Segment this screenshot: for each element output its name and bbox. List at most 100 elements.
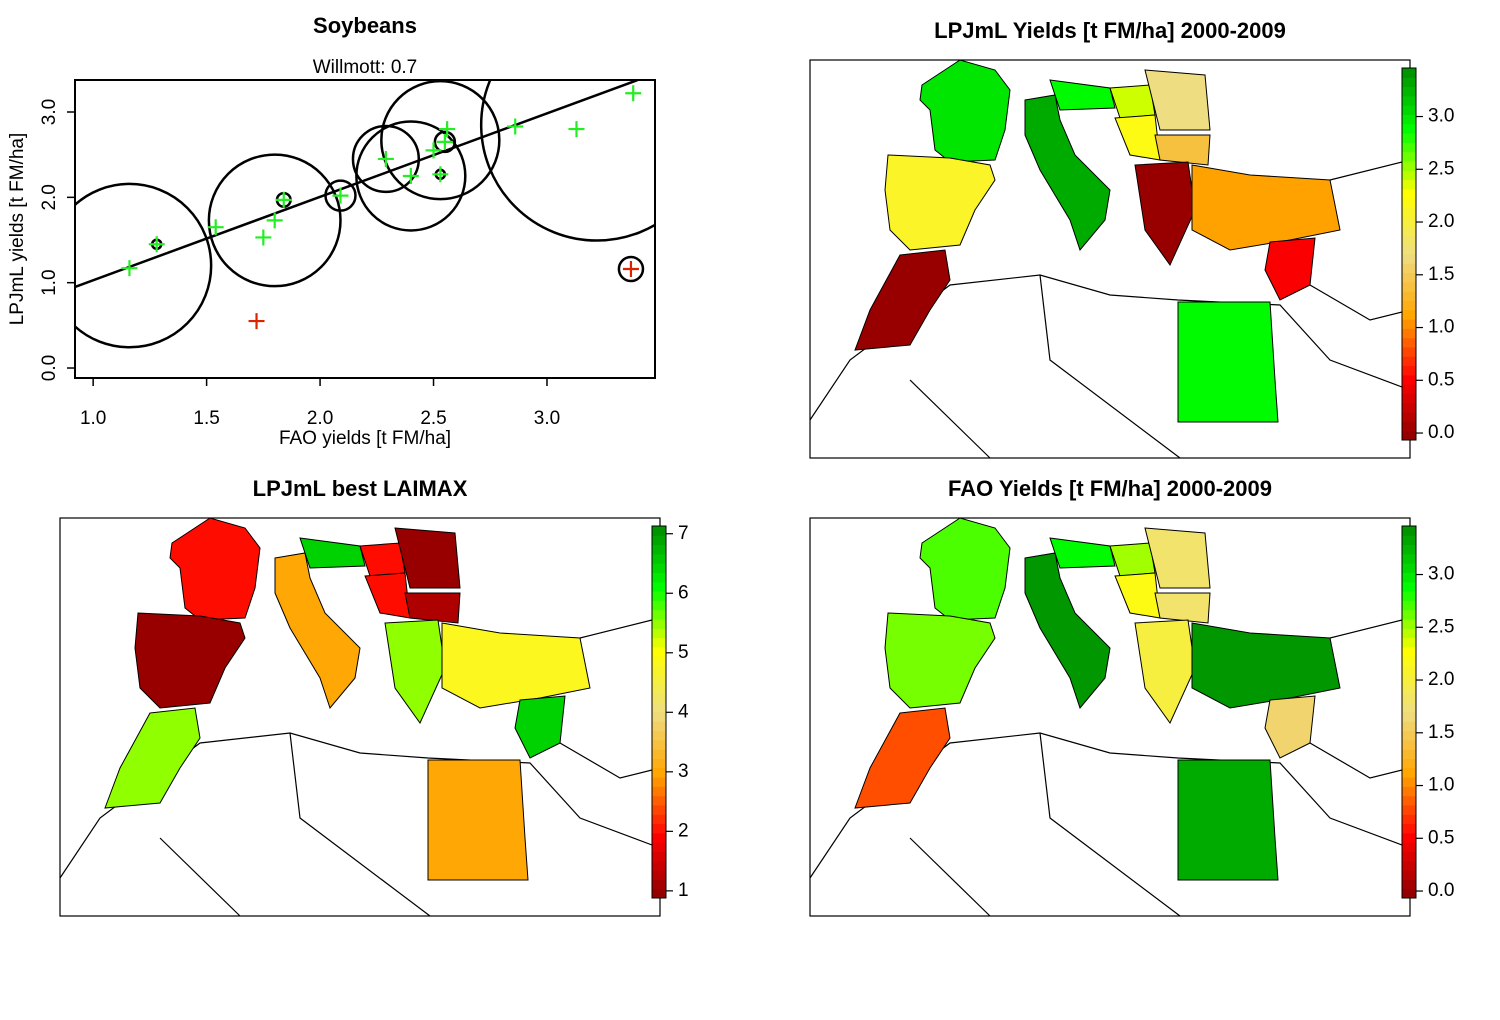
colorbar-frame <box>1401 525 1417 899</box>
region <box>1024 94 1111 252</box>
region <box>169 517 261 621</box>
chart-title: LPJmL best LAIMAX <box>253 476 468 501</box>
region <box>1191 164 1341 251</box>
y-axis-label: LPJmL yields [t FM/ha] <box>7 133 28 326</box>
region <box>1264 237 1316 301</box>
colorbar-step <box>1402 702 1416 713</box>
colorbar-step <box>1402 526 1416 536</box>
colorbar-label: 3.0 <box>1428 564 1454 585</box>
colorbar-label: 1.5 <box>1428 722 1454 743</box>
colorbar-label: 0.0 <box>1428 422 1454 443</box>
region <box>1109 542 1156 577</box>
point <box>266 212 283 229</box>
border <box>1039 732 1181 917</box>
colorbar-step <box>652 721 666 732</box>
colorbar-step <box>652 832 666 843</box>
colorbar-step <box>1402 600 1416 611</box>
colorbar-step <box>1402 721 1416 732</box>
region <box>1114 572 1161 619</box>
colorbar-step <box>1402 888 1416 899</box>
region <box>384 619 446 724</box>
colorbar-step <box>1402 114 1416 125</box>
border <box>1329 159 1411 181</box>
colorbar-step <box>652 637 666 648</box>
colorbar-step <box>1402 328 1416 339</box>
colorbar-label: 3.0 <box>1428 106 1454 127</box>
colorbar-label: 6 <box>678 582 689 603</box>
region <box>274 552 361 710</box>
bubble <box>351 124 421 194</box>
colorbar-label: 3 <box>678 761 689 782</box>
colorbar-label: 2.5 <box>1428 158 1454 179</box>
colorbar-step <box>1402 767 1416 778</box>
bubble <box>75 182 213 349</box>
region <box>1154 592 1211 624</box>
region <box>364 572 411 619</box>
point <box>148 236 165 253</box>
colorbar-step <box>1402 730 1416 741</box>
colorbar-label: 0.5 <box>1428 827 1454 848</box>
colorbar-step <box>1402 609 1416 620</box>
colorbar-step <box>1402 851 1416 862</box>
y-tick-label: 2.0 <box>39 184 60 210</box>
colorbar-label: 2.0 <box>1428 211 1454 232</box>
colorbar-label: 4 <box>678 701 689 722</box>
bubble <box>380 80 501 201</box>
point <box>439 121 456 138</box>
colorbar-step <box>652 851 666 862</box>
colorbar-step <box>652 693 666 704</box>
region <box>1024 552 1111 710</box>
colorbar-step <box>1402 347 1416 357</box>
bubble <box>433 130 457 154</box>
colorbar-step <box>652 656 666 666</box>
colorbar-step <box>1402 300 1416 311</box>
colorbar-step <box>1402 591 1416 601</box>
colorbar-step <box>1402 151 1416 162</box>
bubble <box>207 153 342 288</box>
colorbar-step <box>1402 535 1416 546</box>
colorbar-label: 1.0 <box>1428 317 1454 338</box>
colorbar-step <box>1402 823 1416 834</box>
region <box>1114 114 1161 161</box>
colorbar-step <box>1402 786 1416 797</box>
colorbar-label: 5 <box>678 642 689 663</box>
colorbar-step <box>1402 805 1416 815</box>
border <box>559 742 661 779</box>
bubble <box>617 255 645 283</box>
colorbar-step <box>1402 263 1416 274</box>
colorbar-step <box>1402 272 1416 283</box>
region <box>1134 619 1196 724</box>
point <box>425 142 442 159</box>
point <box>121 260 138 277</box>
colorbar-step <box>652 739 666 750</box>
border <box>1309 742 1411 779</box>
point <box>402 168 419 185</box>
colorbar-step <box>1402 393 1416 404</box>
x-tick-label: 1.5 <box>193 408 219 429</box>
region <box>884 154 996 251</box>
colorbar-step <box>1402 356 1416 367</box>
colorbar-step <box>652 526 666 536</box>
point <box>207 219 224 236</box>
chart-title: FAO Yields [t FM/ha] 2000-2009 <box>948 476 1272 501</box>
colorbar-step <box>1402 216 1416 227</box>
colorbar-step <box>1402 795 1416 806</box>
region <box>1177 301 1279 423</box>
colorbar-step <box>1402 758 1416 769</box>
colorbar-label: 1 <box>678 880 689 901</box>
point <box>432 166 449 183</box>
colorbar-step <box>1402 749 1416 759</box>
colorbar-step <box>652 758 666 769</box>
colorbar-step <box>1402 374 1416 385</box>
colorbar-step <box>652 609 666 620</box>
y-tick-label: 3.0 <box>39 99 60 125</box>
colorbar-step <box>1402 832 1416 843</box>
region <box>441 622 591 709</box>
colorbar-step <box>1402 95 1416 106</box>
point <box>625 85 642 102</box>
colorbar-step <box>652 563 666 573</box>
region <box>299 537 366 569</box>
colorbar-step <box>1402 412 1416 422</box>
colorbar-step <box>1402 281 1416 292</box>
colorbar-step <box>1402 879 1416 890</box>
